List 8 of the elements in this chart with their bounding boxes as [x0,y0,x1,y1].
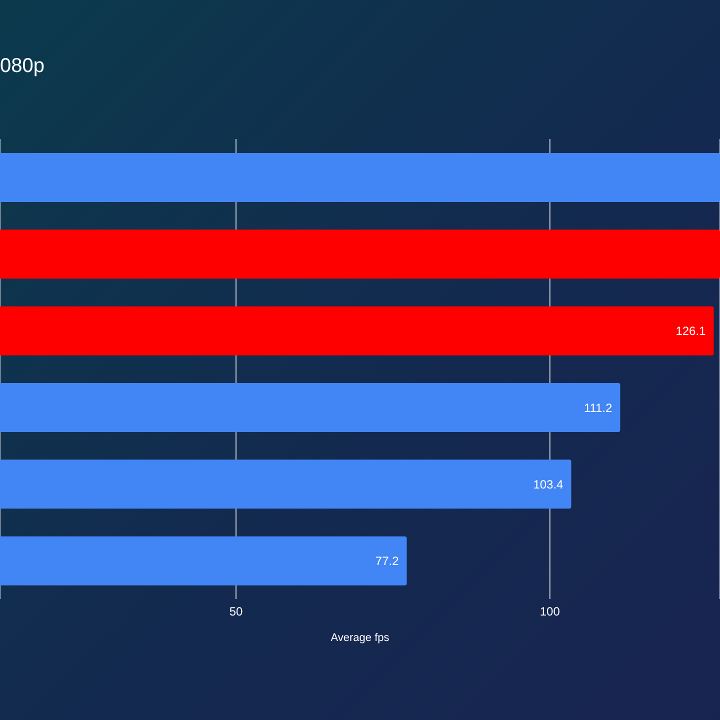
data-label: 111.2 [584,400,613,415]
x-tick-label: 100 [540,604,560,619]
x-axis-title: Average fps [330,632,390,644]
x-tick-label: 50 [229,604,244,619]
data-label: 103.4 [533,477,564,492]
chart-title: 080p [0,55,44,78]
data-label: 77.2 [375,554,400,568]
data-label: 126.1 [676,324,706,338]
